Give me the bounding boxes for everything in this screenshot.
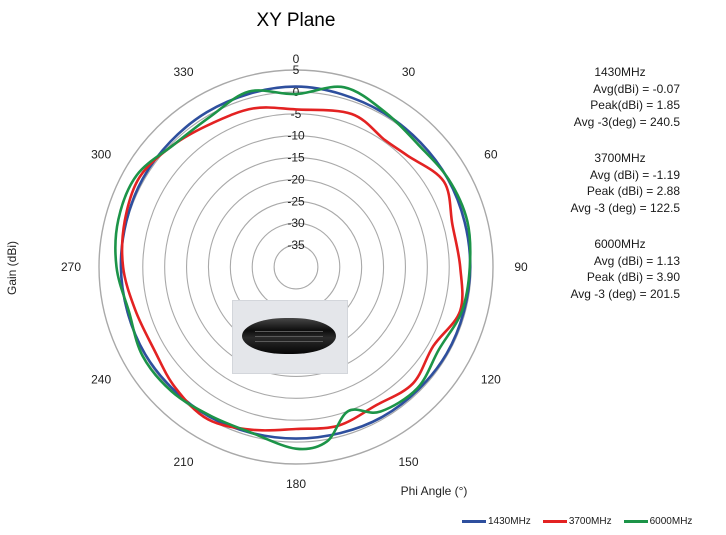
angle-tick-label: 30 bbox=[402, 65, 416, 79]
stats-heading: 3700MHz bbox=[594, 151, 646, 165]
angle-tick-label: 0 bbox=[293, 52, 300, 66]
radial-tick-label: -25 bbox=[287, 194, 305, 208]
series-line-6000MHz bbox=[114, 85, 472, 451]
angle-tick-label: 60 bbox=[484, 148, 498, 162]
angle-tick-label: 330 bbox=[173, 65, 193, 79]
angle-tick-labels: 0 30 60 90 120 150 180 210 240 270 300 330 bbox=[61, 52, 528, 491]
legend-item-6000: 6000MHz bbox=[623, 516, 692, 527]
angle-tick-label: 90 bbox=[514, 260, 528, 274]
legend-item-3700: 3700MHz bbox=[542, 516, 612, 527]
radial-tick-label: -30 bbox=[287, 216, 305, 230]
stats-line: Peak (dBi) = 3.90 bbox=[586, 270, 680, 284]
radial-tick-labels: 5 0 -5 -10 -15 -20 -25 -30 -35 bbox=[287, 63, 305, 252]
series-line-3700MHz bbox=[120, 106, 464, 432]
legend-swatch bbox=[462, 520, 486, 523]
angle-tick-label: 120 bbox=[481, 373, 501, 387]
series-lines bbox=[114, 85, 472, 451]
puck-rib bbox=[255, 336, 323, 337]
stats-line: Avg -3 (deg) = 122.5 bbox=[570, 200, 680, 215]
stats-line: Avg (dBi) = -1.19 bbox=[589, 167, 680, 182]
angular-axis-label: Phi Angle (°) bbox=[401, 484, 468, 498]
grid-ring bbox=[186, 157, 406, 377]
radial-tick-label: -20 bbox=[287, 172, 305, 186]
chart-title: XY Plane bbox=[257, 10, 336, 31]
radial-tick-label: -35 bbox=[287, 238, 305, 252]
grid-ring bbox=[164, 135, 428, 399]
stats-block-1430: 1430MHz Avg(dBi) = -0.07 Peak(dBi) = 1.8… bbox=[530, 64, 680, 130]
legend-item-1430: 1430MHz bbox=[462, 516, 531, 527]
radial-tick-label: -5 bbox=[291, 107, 302, 121]
puck-rib bbox=[255, 331, 323, 332]
angle-tick-label: 180 bbox=[286, 477, 306, 491]
grid-ring bbox=[251, 222, 341, 312]
radial-axis-label: Gain (dBi) bbox=[5, 241, 19, 295]
stats-heading: 1430MHz bbox=[594, 65, 646, 79]
puck-rib bbox=[255, 341, 323, 342]
stats-line: Avg (dBi) = 1.13 bbox=[593, 253, 680, 268]
angle-tick-label: 240 bbox=[91, 373, 111, 387]
stats-line: Peak (dBi) = 2.88 bbox=[586, 184, 680, 198]
stats-line: Avg(dBi) = -0.07 bbox=[593, 81, 680, 96]
radial-tick-label: 0 bbox=[293, 85, 300, 99]
angle-tick-label: 300 bbox=[91, 148, 111, 162]
angle-tick-label: 150 bbox=[398, 455, 418, 469]
radial-tick-label: 5 bbox=[293, 63, 300, 77]
stats-block-3700: 3700MHz Avg (dBi) = -1.19 Peak (dBi) = 2… bbox=[530, 150, 680, 216]
radial-tick-label: -15 bbox=[287, 151, 305, 165]
grid-ring bbox=[273, 244, 319, 290]
stats-line: Avg -3 (deg) = 201.5 bbox=[570, 286, 680, 301]
stats-heading: 6000MHz bbox=[594, 237, 646, 251]
grid-ring bbox=[98, 69, 494, 465]
polar-grid bbox=[98, 69, 494, 465]
stats-line: Avg -3(deg) = 240.5 bbox=[573, 114, 680, 129]
angle-tick-label: 210 bbox=[173, 455, 193, 469]
radial-tick-label: -10 bbox=[287, 129, 305, 143]
stats-line: Peak(dBi) = 1.85 bbox=[590, 98, 680, 112]
legend-swatch bbox=[542, 520, 567, 523]
stats-block-6000: 6000MHz Avg (dBi) = 1.13 Peak (dBi) = 3.… bbox=[530, 236, 680, 302]
antenna-photo bbox=[232, 300, 348, 374]
legend-swatch bbox=[623, 520, 648, 523]
grid-ring bbox=[142, 113, 450, 421]
angle-tick-label: 270 bbox=[61, 260, 81, 274]
chart-legend: 1430MHz 3700MHz 6000MHz bbox=[462, 516, 692, 527]
